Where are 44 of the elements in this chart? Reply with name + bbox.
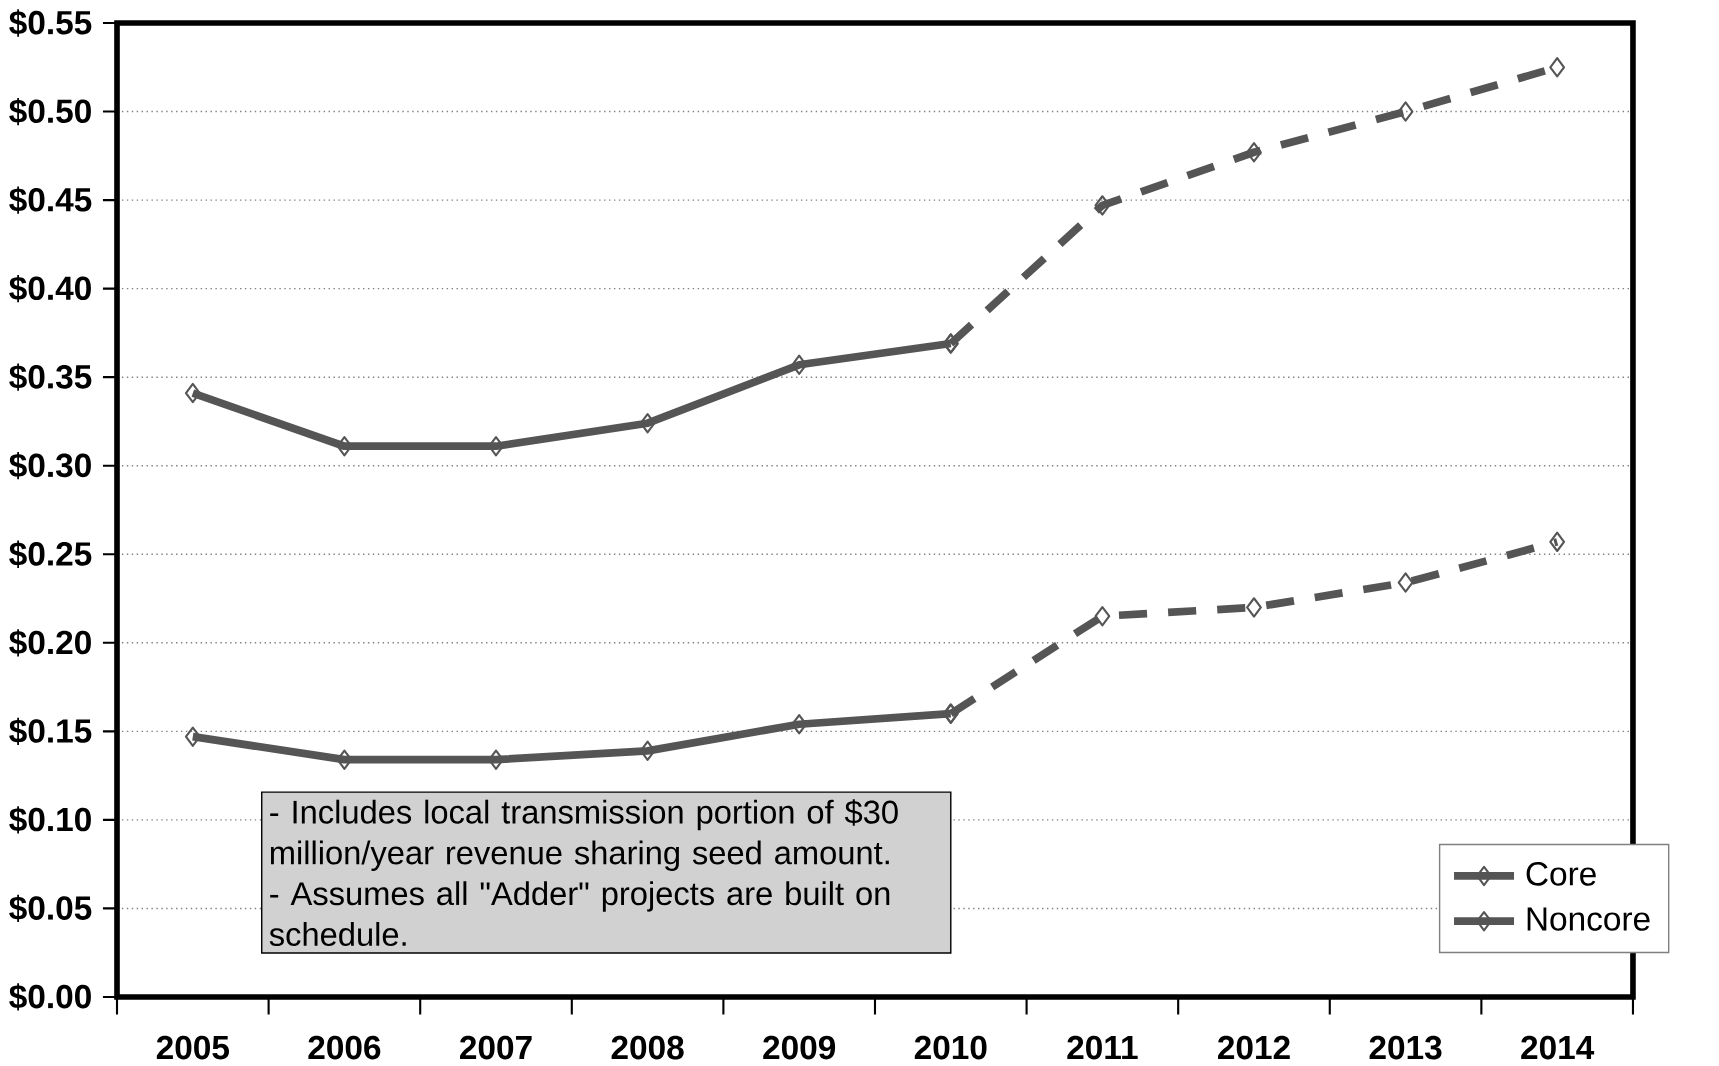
x-tick-label: 2013: [1369, 1035, 1442, 1060]
y-tick-label: $0.20: [9, 629, 91, 657]
point: [791, 354, 808, 375]
point: [1246, 597, 1262, 618]
point: [639, 413, 656, 434]
x-tick-label: 2010: [914, 1035, 987, 1060]
point: [1094, 606, 1111, 627]
point: [1246, 142, 1262, 163]
x-tick-label: 2006: [308, 1035, 381, 1060]
point: [639, 740, 656, 762]
legend-label: Noncore: [1527, 907, 1650, 931]
y-tick-label: $0.10: [9, 806, 91, 834]
annotation: - Assumes all "Adder" projects are built on schedule.: [269, 881, 890, 947]
point: [488, 749, 504, 770]
x-tick-label: 2008: [611, 1035, 684, 1060]
y-tick-label: $0.40: [9, 274, 91, 303]
y-tick-label: $0.50: [9, 97, 91, 126]
y-tick-label: $0.00: [9, 983, 91, 1011]
point: [1549, 531, 1566, 553]
legend-label: Core: [1526, 862, 1596, 886]
point: [336, 749, 353, 770]
x-tick-label: 2007: [460, 1035, 532, 1060]
point: [1549, 57, 1566, 78]
point: [1397, 572, 1414, 593]
y-tick-label: $0.45: [9, 186, 92, 214]
y-tick-label: $0.25: [9, 540, 92, 568]
y-tick-label: $0.15: [9, 717, 92, 745]
x-tick-label: 2005: [156, 1035, 229, 1060]
y-tick-label: $0.55: [9, 9, 92, 37]
point: [1397, 101, 1414, 122]
x-tick-label: 2009: [763, 1035, 836, 1060]
x-tick-label: 2011: [1067, 1035, 1138, 1060]
x-tick-label: 2012: [1218, 1035, 1290, 1060]
point: [184, 726, 201, 747]
point: [184, 382, 201, 404]
y-tick-label: $0.30: [9, 452, 91, 480]
x-tick-label: 2014: [1521, 1035, 1595, 1060]
point: [336, 436, 353, 457]
annotation: - Includes local transmission portion of $30 million/year revenue sharing seed amount.: [270, 799, 898, 871]
point: [791, 714, 808, 735]
point: [1094, 195, 1111, 216]
y-tick-label: $0.35: [9, 363, 92, 391]
point: [488, 436, 504, 457]
y-tick-label: $0.05: [9, 894, 92, 923]
